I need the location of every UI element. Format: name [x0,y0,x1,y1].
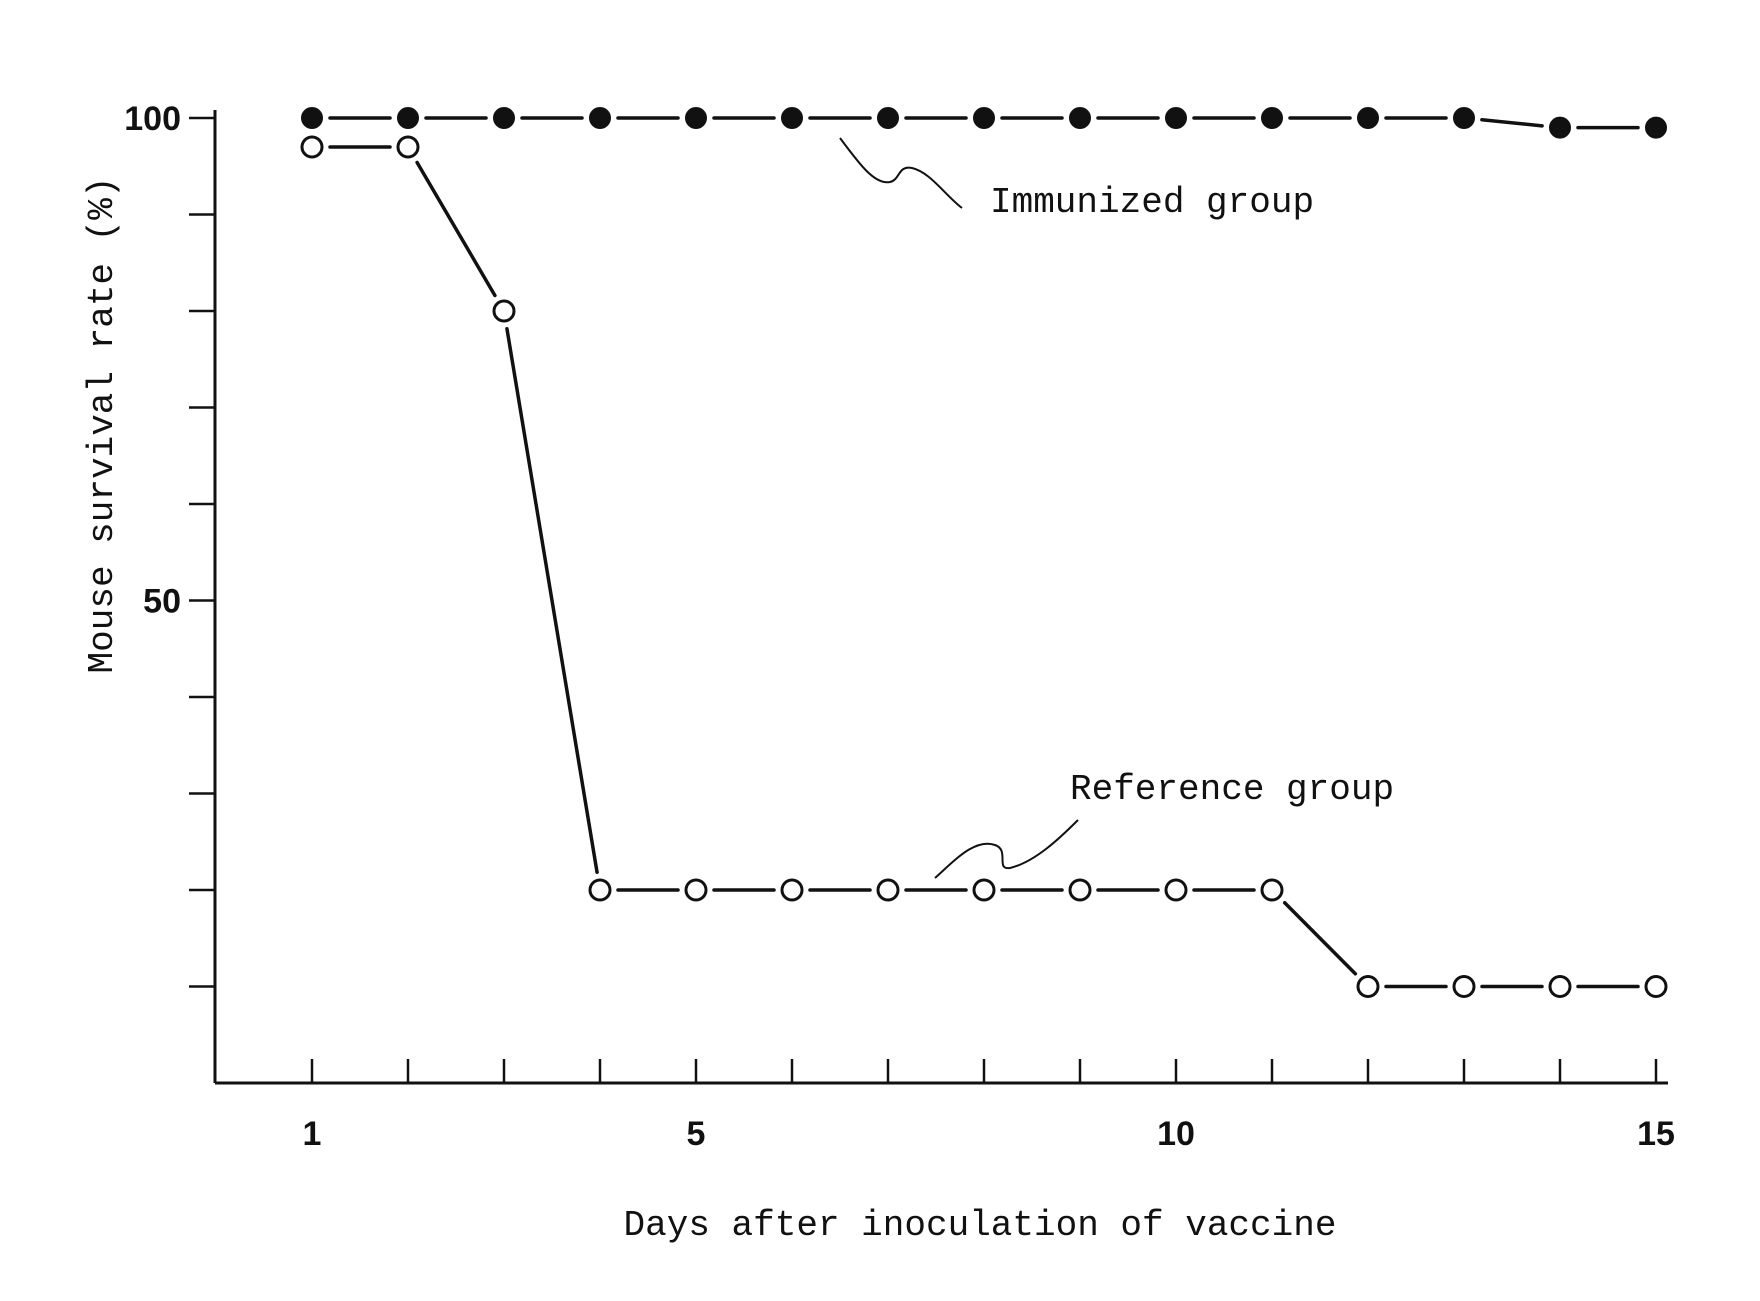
immunized-group-point-13 [1454,108,1474,128]
reference-group-point-3 [494,301,514,321]
immunized-group-point-15 [1646,118,1666,138]
reference-group-point-13 [1454,977,1474,997]
series-lines [330,118,1638,987]
reference-group-point-5 [686,880,706,900]
series-points [302,108,1666,997]
x-axis-title: Days after inoculation of vaccine [624,1205,1337,1246]
reference-group-point-8 [974,880,994,900]
x-tick-label-15: 15 [1637,1115,1675,1153]
immunized-group-point-1 [302,108,322,128]
axes [215,110,1668,1083]
immunized-group-point-8 [974,108,994,128]
reference-group-segment-3 [507,329,597,872]
immunized-group-point-6 [782,108,802,128]
immunized-group-segment-13 [1482,120,1542,126]
reference-group-segment-11 [1285,903,1356,974]
reference-group-point-1 [302,137,322,157]
reference-group-point-14 [1550,977,1570,997]
immunized-group-point-4 [590,108,610,128]
immunized-group-point-3 [494,108,514,128]
reference-group-point-6 [782,880,802,900]
x-tick-label-1: 1 [303,1115,322,1153]
reference-group-point-4 [590,880,610,900]
reference-group-leader [935,820,1078,878]
immunized-group-point-11 [1262,108,1282,128]
immunized-group-point-10 [1166,108,1186,128]
x-tick-label-5: 5 [687,1115,706,1153]
reference-group-point-9 [1070,880,1090,900]
reference-group-point-2 [398,137,418,157]
immunized-group-point-5 [686,108,706,128]
immunized-group-point-7 [878,108,898,128]
immunized-group-point-2 [398,108,418,128]
annotation-reference-group: Reference group [1070,769,1394,810]
y-tick-label-50: 50 [143,583,181,621]
x-tick-label-10: 10 [1157,1115,1195,1153]
reference-group-point-12 [1358,977,1378,997]
tick-labels: 50100151015 [124,100,1675,1153]
annotation-leaders [840,138,1078,878]
annotation-immunized-group: Immunized group [990,182,1314,223]
immunized-group-leader [840,138,962,208]
immunized-group-point-9 [1070,108,1090,128]
immunized-group-point-12 [1358,108,1378,128]
tick-marks [189,118,1656,1083]
reference-group-segment-2 [417,162,495,295]
immunized-group-point-14 [1550,118,1570,138]
y-tick-label-100: 100 [124,100,181,138]
y-axis-title: Mouse survival rate (%) [82,177,123,674]
reference-group-point-7 [878,880,898,900]
reference-group-point-10 [1166,880,1186,900]
reference-group-point-11 [1262,880,1282,900]
reference-group-point-15 [1646,977,1666,997]
